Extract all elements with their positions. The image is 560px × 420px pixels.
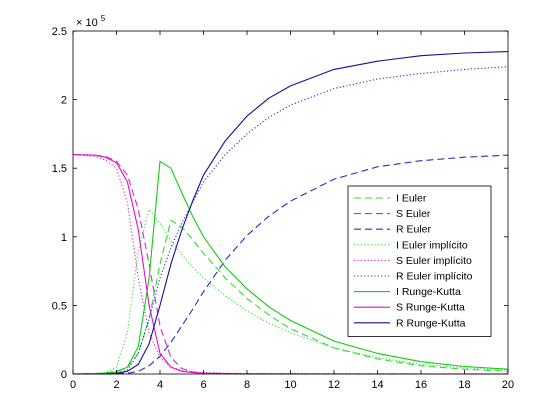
x-tick-label: 2 [113, 379, 119, 391]
y-exponent-base: × 10 [76, 17, 98, 29]
x-tick-label: 16 [415, 379, 427, 391]
y-exponent-label: × 10 5 [76, 14, 106, 29]
legend-label: R Euler [396, 224, 432, 236]
x-tick-label: 10 [284, 379, 296, 391]
legend-label: R Runge-Kutta [396, 317, 466, 329]
legend-label: S Euler implícito [396, 255, 472, 267]
legend-label: S Euler [396, 208, 431, 220]
y-axis: 0 0.5 1 1.5 2 2.5 [52, 26, 508, 381]
legend-label: I Euler implícito [396, 239, 468, 251]
x-tick-label: 4 [157, 379, 163, 391]
x-tick-label: 8 [244, 379, 250, 391]
x-tick-label: 18 [458, 379, 470, 391]
x-axis: 0 2 4 6 8 10 12 14 16 18 20 [70, 31, 514, 391]
x-tick-label: 6 [200, 379, 206, 391]
y-tick-label: 0.5 [52, 300, 67, 312]
legend-label: R Euler implícito [396, 271, 473, 283]
y-tick-label: 0 [61, 369, 67, 381]
legend-label: I Runge-Kutta [396, 286, 461, 298]
y-exponent-power: 5 [101, 14, 106, 23]
x-tick-label: 20 [502, 379, 514, 391]
legend-label: I Euler [396, 193, 427, 205]
x-tick-label: 12 [328, 379, 340, 391]
x-tick-label: 14 [371, 379, 383, 391]
legend: I Euler S Euler R Euler I Euler implícito S … [347, 185, 492, 337]
series-line-3 [72, 208, 509, 375]
y-tick-label: 2 [61, 95, 67, 107]
y-tick-label: 1.5 [52, 163, 67, 175]
y-tick-label: 2.5 [52, 26, 67, 38]
legend-box [347, 185, 492, 337]
y-tick-label: 1 [61, 232, 67, 244]
series-line-6 [72, 160, 509, 375]
series-line-8 [73, 51, 509, 375]
legend-label: S Runge-Kutta [396, 302, 465, 314]
x-tick-label: 0 [70, 379, 76, 391]
